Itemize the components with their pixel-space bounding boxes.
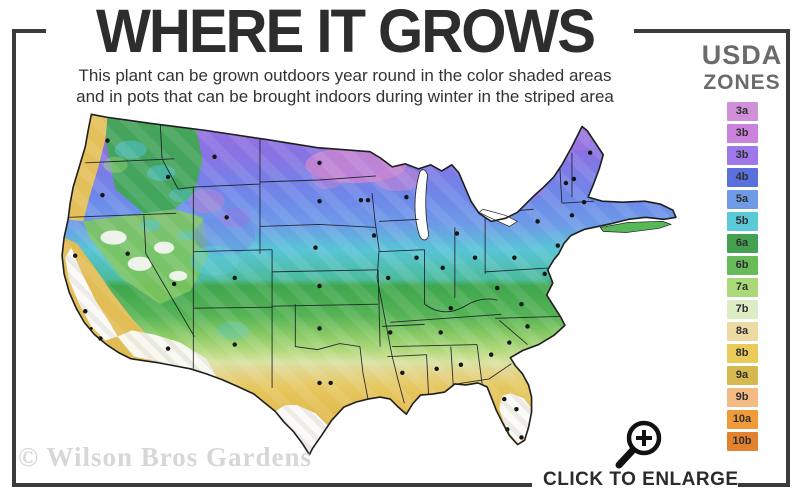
frame-bottom-left [12, 483, 532, 487]
legend-title-usda: USDA [701, 40, 783, 70]
legend-swatch-3b: 3b [726, 146, 758, 165]
page-title: WHERE IT GROWS [96, 0, 596, 66]
legend-title-zones: ZONES [703, 71, 781, 94]
state-borders [68, 118, 595, 404]
frame-right [786, 29, 790, 487]
legend-swatch-9a: 9a [726, 366, 758, 385]
legend-swatch-8a: 8a [726, 322, 758, 341]
magnify-plus-icon[interactable] [610, 415, 668, 473]
subtitle: This plant can be grown outdoors year ro… [14, 66, 676, 107]
frame-left [12, 29, 16, 487]
click-to-enlarge-label[interactable]: CLICK TO ENLARGE [543, 469, 739, 490]
usda-zone-map[interactable] [55, 104, 681, 468]
subtitle-line-2: and in pots that can be brought indoors … [76, 86, 614, 106]
state-dots [72, 138, 593, 440]
frame-bottom-right [738, 483, 790, 487]
watermark: © Wilson Bros Gardens [18, 442, 312, 472]
legend-swatch-7b: 7b [726, 300, 758, 319]
us-outline [61, 113, 677, 456]
usda-zones-legend: USDA ZONES 3a 3b 3b 4b 5a 5b 6a 6b 7a 7b 8a 8b 9a 9b 1… [695, 42, 789, 454]
legend-swatch-3a: 3a [726, 102, 758, 121]
legend-swatch-10b: 10b [726, 432, 758, 451]
legend-swatch-3b: 3b [726, 124, 758, 143]
legend-swatch-6a: 6a [726, 234, 758, 253]
legend-swatch-10a: 10a [726, 410, 758, 429]
legend-swatch-4b: 4b [726, 168, 758, 187]
great-lakes [414, 169, 519, 241]
map-fill [62, 114, 676, 455]
frame-top-right [634, 29, 790, 33]
subtitle-line-1: This plant can be grown outdoors year ro… [78, 66, 612, 85]
frame-top-left [12, 29, 46, 33]
legend-swatch-5a: 5a [726, 190, 758, 209]
header: WHERE IT GROWS This plant can be grown o… [14, 0, 676, 107]
long-island [599, 221, 672, 233]
legend-swatch-5b: 5b [726, 212, 758, 231]
legend-swatch-list: 3a 3b 3b 4b 5a 5b 6a 6b 7a 7b 8a 8b 9a 9b 10a 10b [695, 102, 789, 454]
legend-swatch-9b: 9b [726, 388, 758, 407]
legend-swatch-6b: 6b [726, 256, 758, 275]
legend-swatch-7a: 7a [726, 278, 758, 297]
legend-swatch-8b: 8b [726, 344, 758, 363]
